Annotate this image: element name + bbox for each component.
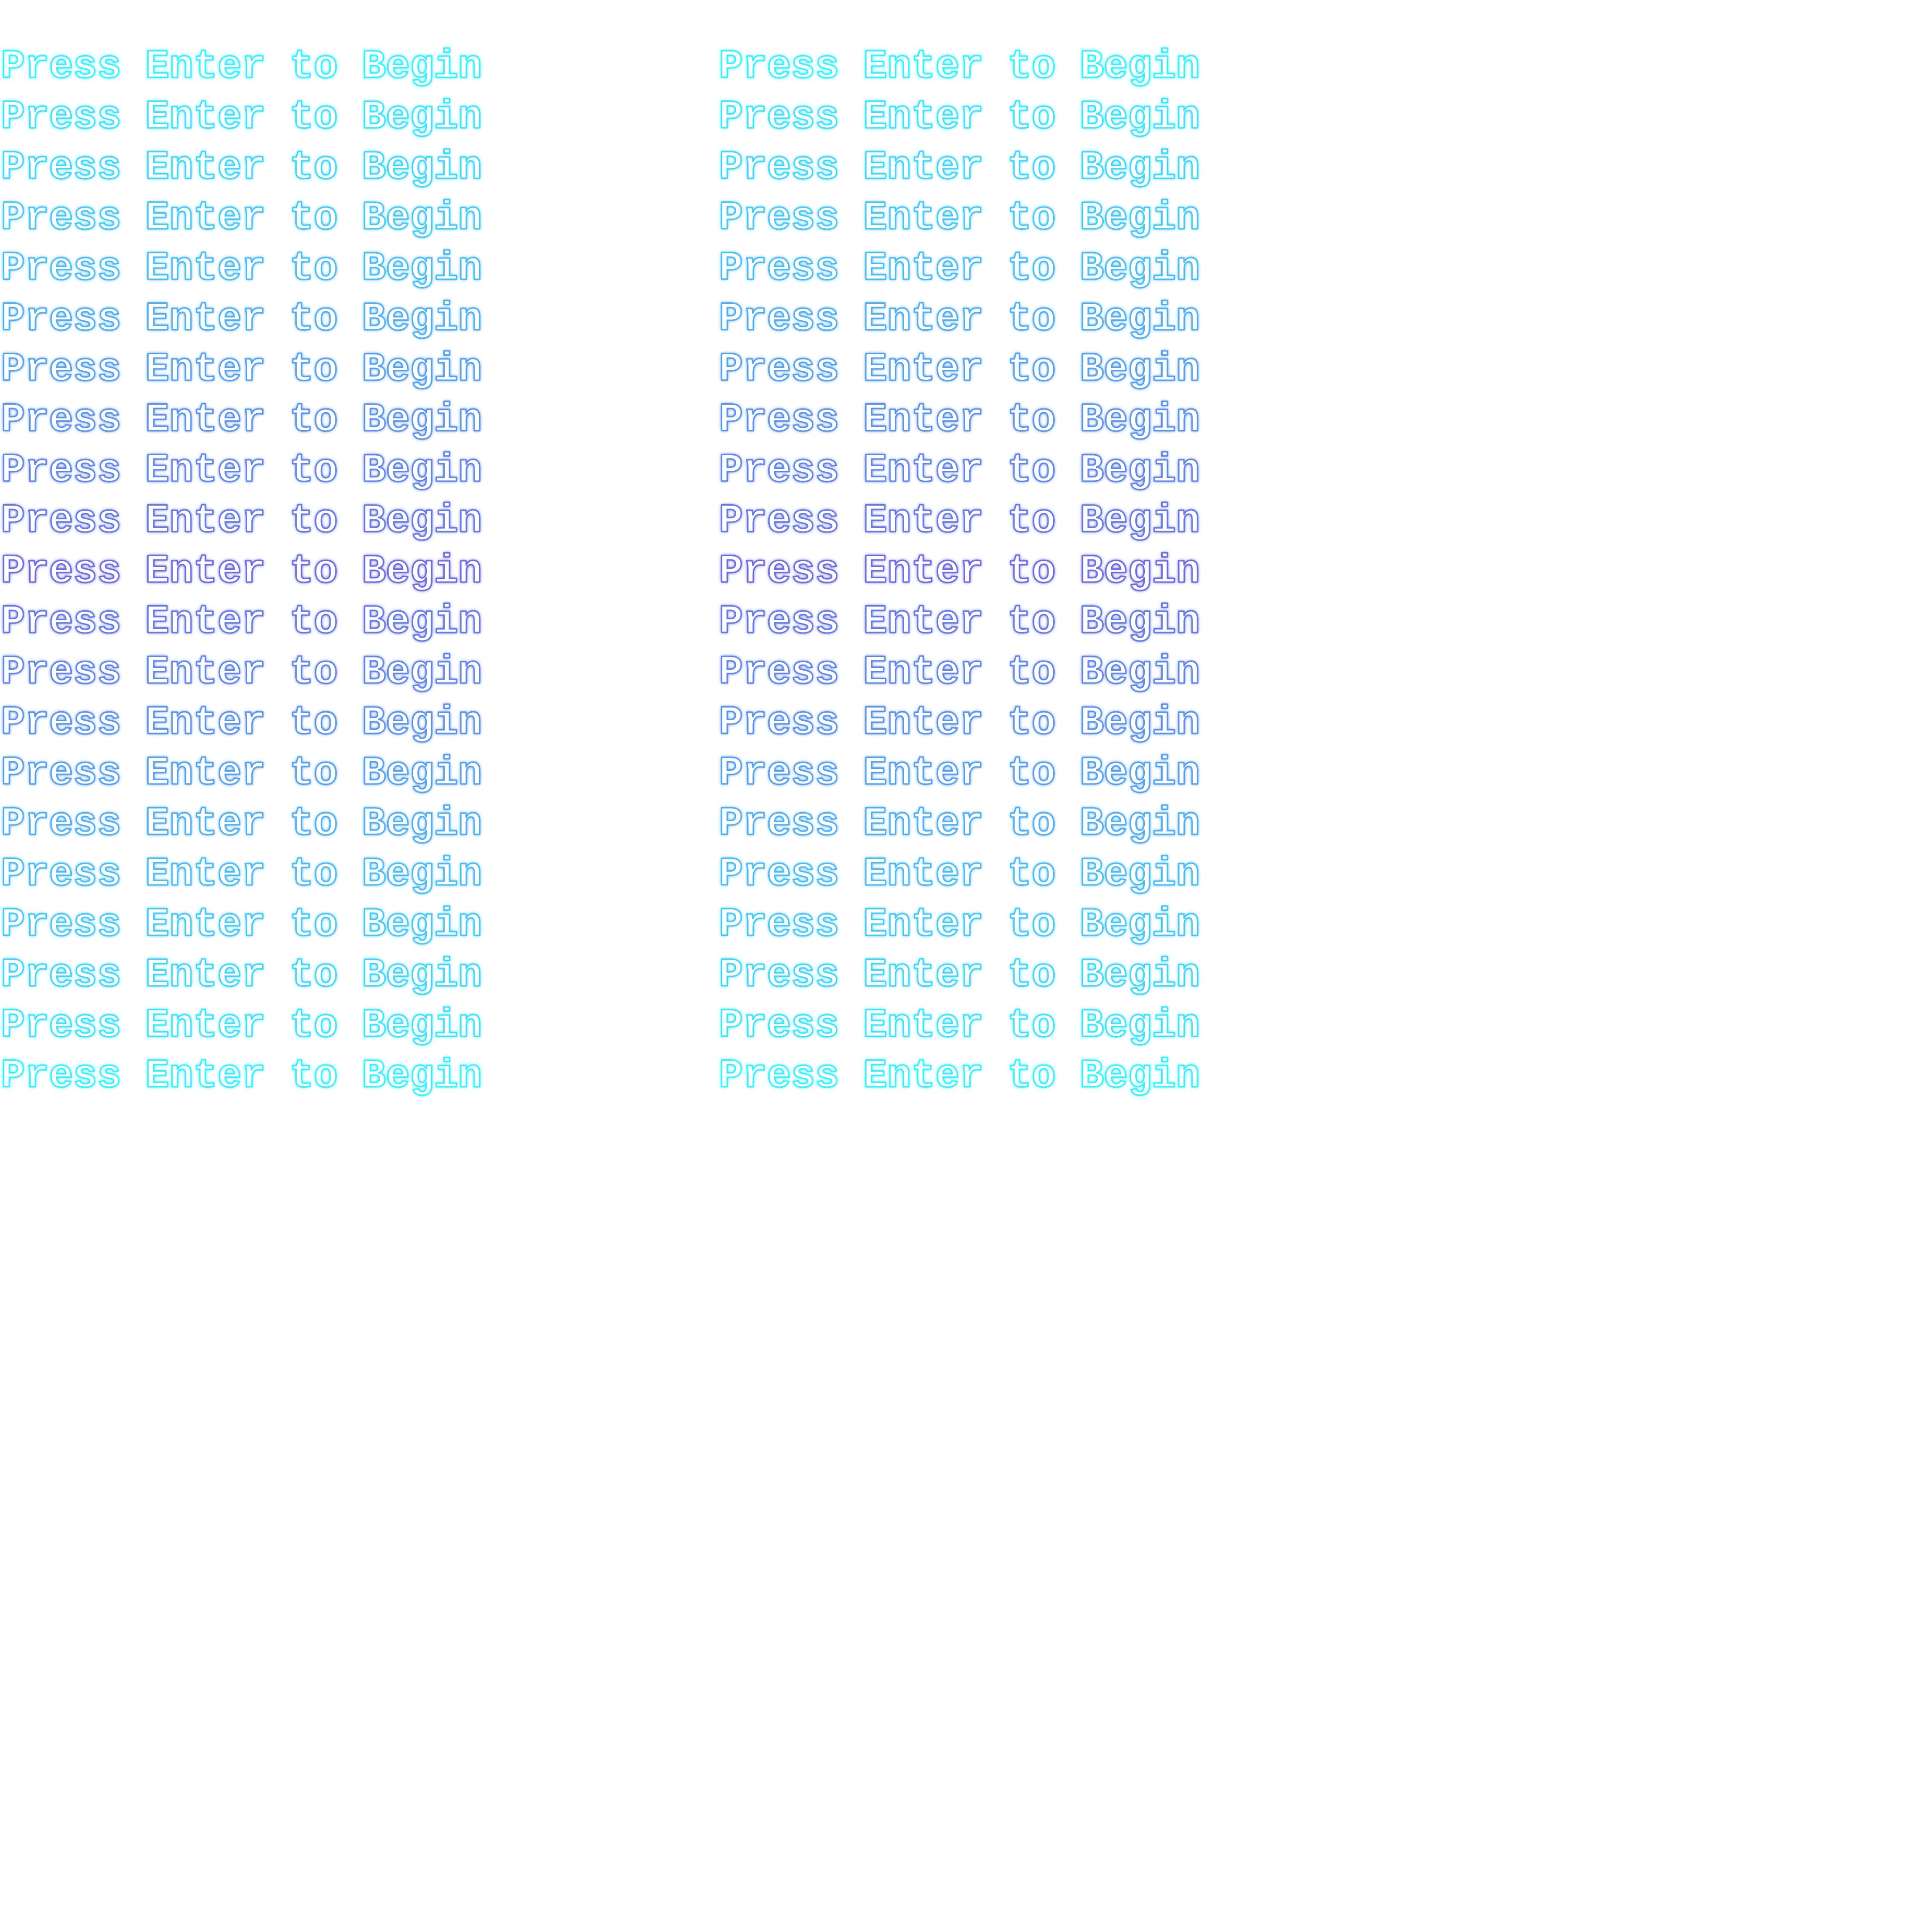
press-enter-prompt: Press Enter to Begin	[0, 599, 483, 646]
press-enter-prompt: Press Enter to Begin	[718, 397, 1200, 444]
press-enter-prompt: Press Enter to Begin	[718, 94, 1200, 141]
press-enter-prompt: Press Enter to Begin	[0, 498, 483, 545]
press-enter-prompt: Press Enter to Begin	[0, 43, 483, 91]
press-enter-prompt: Press Enter to Begin	[0, 397, 483, 444]
press-enter-prompt: Press Enter to Begin	[0, 1002, 483, 1049]
press-enter-prompt: Press Enter to Begin	[0, 447, 483, 494]
press-enter-prompt: Press Enter to Begin	[718, 952, 1200, 999]
press-enter-prompt: Press Enter to Begin	[718, 800, 1200, 848]
press-enter-prompt: Press Enter to Begin	[0, 548, 483, 595]
press-enter-prompt: Press Enter to Begin	[718, 599, 1200, 646]
press-enter-prompt: Press Enter to Begin	[718, 498, 1200, 545]
press-enter-prompt: Press Enter to Begin	[0, 649, 483, 696]
press-enter-prompt: Press Enter to Begin	[718, 548, 1200, 595]
press-enter-prompt: Press Enter to Begin	[0, 94, 483, 141]
press-enter-prompt: Press Enter to Begin	[718, 901, 1200, 949]
prompt-column-right: Press Enter to Begin Press Enter to Begin…	[718, 42, 1200, 1101]
press-enter-prompt: Press Enter to Begin	[0, 800, 483, 848]
press-enter-prompt: Press Enter to Begin	[718, 1002, 1200, 1049]
press-enter-prompt: Press Enter to Begin	[0, 750, 483, 797]
press-enter-prompt: Press Enter to Begin	[718, 851, 1200, 898]
press-enter-prompt: Press Enter to Begin	[0, 296, 483, 343]
press-enter-prompt: Press Enter to Begin	[0, 195, 483, 242]
press-enter-prompt: Press Enter to Begin	[718, 447, 1200, 494]
press-enter-prompt: Press Enter to Begin	[0, 1053, 483, 1100]
press-enter-prompt: Press Enter to Begin	[0, 901, 483, 949]
press-enter-prompt: Press Enter to Begin	[718, 649, 1200, 696]
press-enter-prompt: Press Enter to Begin	[0, 851, 483, 898]
press-enter-prompt: Press Enter to Begin	[0, 144, 483, 192]
press-enter-prompt: Press Enter to Begin	[0, 245, 483, 292]
press-enter-prompt: Press Enter to Begin	[718, 700, 1200, 747]
press-enter-prompt: Press Enter to Begin	[0, 346, 483, 393]
press-enter-prompt: Press Enter to Begin	[718, 346, 1200, 393]
press-enter-prompt: Press Enter to Begin	[718, 43, 1200, 91]
press-enter-prompt: Press Enter to Begin	[718, 245, 1200, 292]
press-enter-prompt: Press Enter to Begin	[718, 144, 1200, 192]
press-enter-prompt: Press Enter to Begin	[0, 700, 483, 747]
prompt-column-left: Press Enter to Begin Press Enter to Begin…	[0, 42, 483, 1101]
press-enter-prompt: Press Enter to Begin	[718, 195, 1200, 242]
press-enter-prompt: Press Enter to Begin	[718, 750, 1200, 797]
press-enter-prompt: Press Enter to Begin	[718, 1053, 1200, 1100]
press-enter-prompt: Press Enter to Begin	[718, 296, 1200, 343]
press-enter-prompt: Press Enter to Begin	[0, 952, 483, 999]
